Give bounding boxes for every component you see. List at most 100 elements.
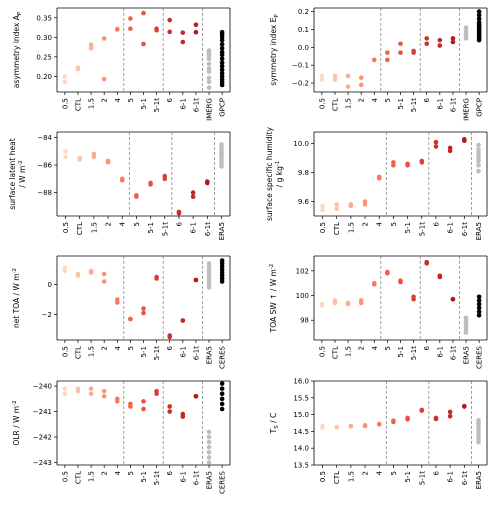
x-tick-label: 2 <box>362 222 370 226</box>
data-point <box>75 388 81 394</box>
panel-5: −2 0 0.5 CTL 1.5 2 4 5 5-1 5-1t 6 6-1 6-1t ERA5 CERES n… <box>12 255 231 369</box>
data-point <box>180 39 186 45</box>
x-tick-label: 6-1t <box>461 222 469 236</box>
data-point <box>450 36 456 41</box>
x-tick-label: 1.5 <box>88 346 96 357</box>
y-axis-label-unit: / C <box>269 413 278 426</box>
y-tick-label: −241 <box>33 408 52 416</box>
x-tick-label: 6-1t <box>192 471 200 485</box>
data-point <box>411 50 416 55</box>
obs-point <box>219 164 224 169</box>
x-tick-label: 6-1t <box>192 98 200 112</box>
y-tick-label: 9.6 <box>298 198 310 206</box>
x-tick-label: 6-1 <box>436 346 444 357</box>
data-point <box>419 408 425 413</box>
data-point <box>424 41 430 47</box>
x-tick-label: CTL <box>74 471 82 484</box>
x-tick-label: 5-1 <box>147 222 155 233</box>
x-tick-label: 5-1 <box>397 98 405 109</box>
data-point <box>62 79 68 85</box>
y-axis-label: surface latent heat/ W m-2 <box>8 138 27 209</box>
x-tick-label: 0.5 <box>319 471 327 482</box>
y-tick-label: 0.25 <box>36 53 52 61</box>
y-tick-label: 0.20 <box>36 73 52 81</box>
data-point <box>190 194 196 200</box>
y-tick-label: −242 <box>33 434 52 442</box>
obs-point <box>476 12 482 18</box>
y-tick-label: 9.8 <box>298 169 309 177</box>
x-tick-label: 2 <box>101 98 109 102</box>
data-point <box>141 41 146 47</box>
data-point <box>332 73 338 79</box>
x-tick-label: 4 <box>119 221 127 226</box>
data-point <box>319 73 325 79</box>
panel-6: 98 100 102 0.5 CTL 1.5 2 4 5 5-1 5-1t 6 6-1 6-1t ERA5 C… <box>269 255 488 369</box>
data-point <box>62 386 68 391</box>
data-point <box>348 203 354 209</box>
y-axis-label-superscript: -2 <box>18 160 24 165</box>
data-point <box>62 74 68 79</box>
y-axis-label-superscript: -2 <box>12 400 18 405</box>
x-tick-label: 4 <box>371 97 379 102</box>
data-point <box>319 77 325 82</box>
data-point <box>75 273 81 278</box>
data-point <box>462 404 467 409</box>
y-axis-label-subscript: P <box>17 11 23 15</box>
obs-point <box>476 9 482 14</box>
data-point <box>450 296 456 302</box>
data-point <box>334 206 339 212</box>
panel-3: −88 −86 −84 0.5 CTL 1.5 2 4 5 5-1 5-1t 6 6-1 6-1t ERA5… <box>8 131 231 240</box>
y-tick-label: 0.35 <box>36 14 52 22</box>
x-tick-label: 5-1 <box>404 471 412 482</box>
data-point <box>447 148 453 154</box>
x-tick-label: 6-1 <box>436 98 444 109</box>
x-tick-label: 4 <box>114 345 122 350</box>
data-point <box>437 273 443 279</box>
obs-point <box>476 142 481 148</box>
x-tick-label: 5-1 <box>140 98 148 109</box>
x-tick-label: 6 <box>166 345 174 350</box>
obs-point <box>476 301 482 307</box>
data-point <box>348 424 354 429</box>
x-tick-label: 5-1t <box>410 98 418 112</box>
data-point <box>141 306 146 311</box>
data-point <box>128 26 133 32</box>
data-point <box>167 404 173 409</box>
x-tick-label: 5-1t <box>153 471 161 485</box>
y-tick-label: 102 <box>296 267 309 275</box>
data-point <box>88 391 94 397</box>
data-point <box>128 404 133 409</box>
x-tick-label: 5 <box>127 98 135 102</box>
y-tick-label: −0.1 <box>292 62 309 70</box>
obs-point <box>476 16 482 22</box>
y-tick-label: −240 <box>33 383 52 391</box>
x-tick-label: 6-1t <box>461 471 469 485</box>
data-point <box>362 423 368 429</box>
x-tick-label: CTL <box>331 98 339 111</box>
x-tick-label: 5-1 <box>140 471 148 482</box>
data-point <box>358 82 364 88</box>
x-tick-label: 1.5 <box>345 346 353 357</box>
x-tick-label: 1.5 <box>88 98 96 109</box>
obs-point <box>206 455 212 460</box>
y-tick-label: 0 <box>48 281 52 289</box>
x-tick-label: 6-1 <box>447 471 455 482</box>
obs-point <box>219 386 225 391</box>
x-tick-label: 2 <box>358 98 366 102</box>
x-tick-label: 5-1t <box>153 346 161 360</box>
obs-point <box>476 168 481 174</box>
y-axis-label: asymmetry index AP <box>12 11 23 88</box>
obs-point <box>219 60 225 65</box>
data-point <box>101 36 107 41</box>
data-point <box>119 176 125 182</box>
x-tick-label: 5-1t <box>410 346 418 360</box>
obs-point <box>476 163 481 168</box>
data-point <box>114 399 120 404</box>
obs-point <box>476 158 481 164</box>
obs-point <box>206 79 212 85</box>
x-tick-label: 5 <box>127 346 135 350</box>
data-point <box>205 179 210 184</box>
x-tick-label: 5-1 <box>404 222 412 233</box>
x-tick-label: 6-1t <box>449 346 457 360</box>
